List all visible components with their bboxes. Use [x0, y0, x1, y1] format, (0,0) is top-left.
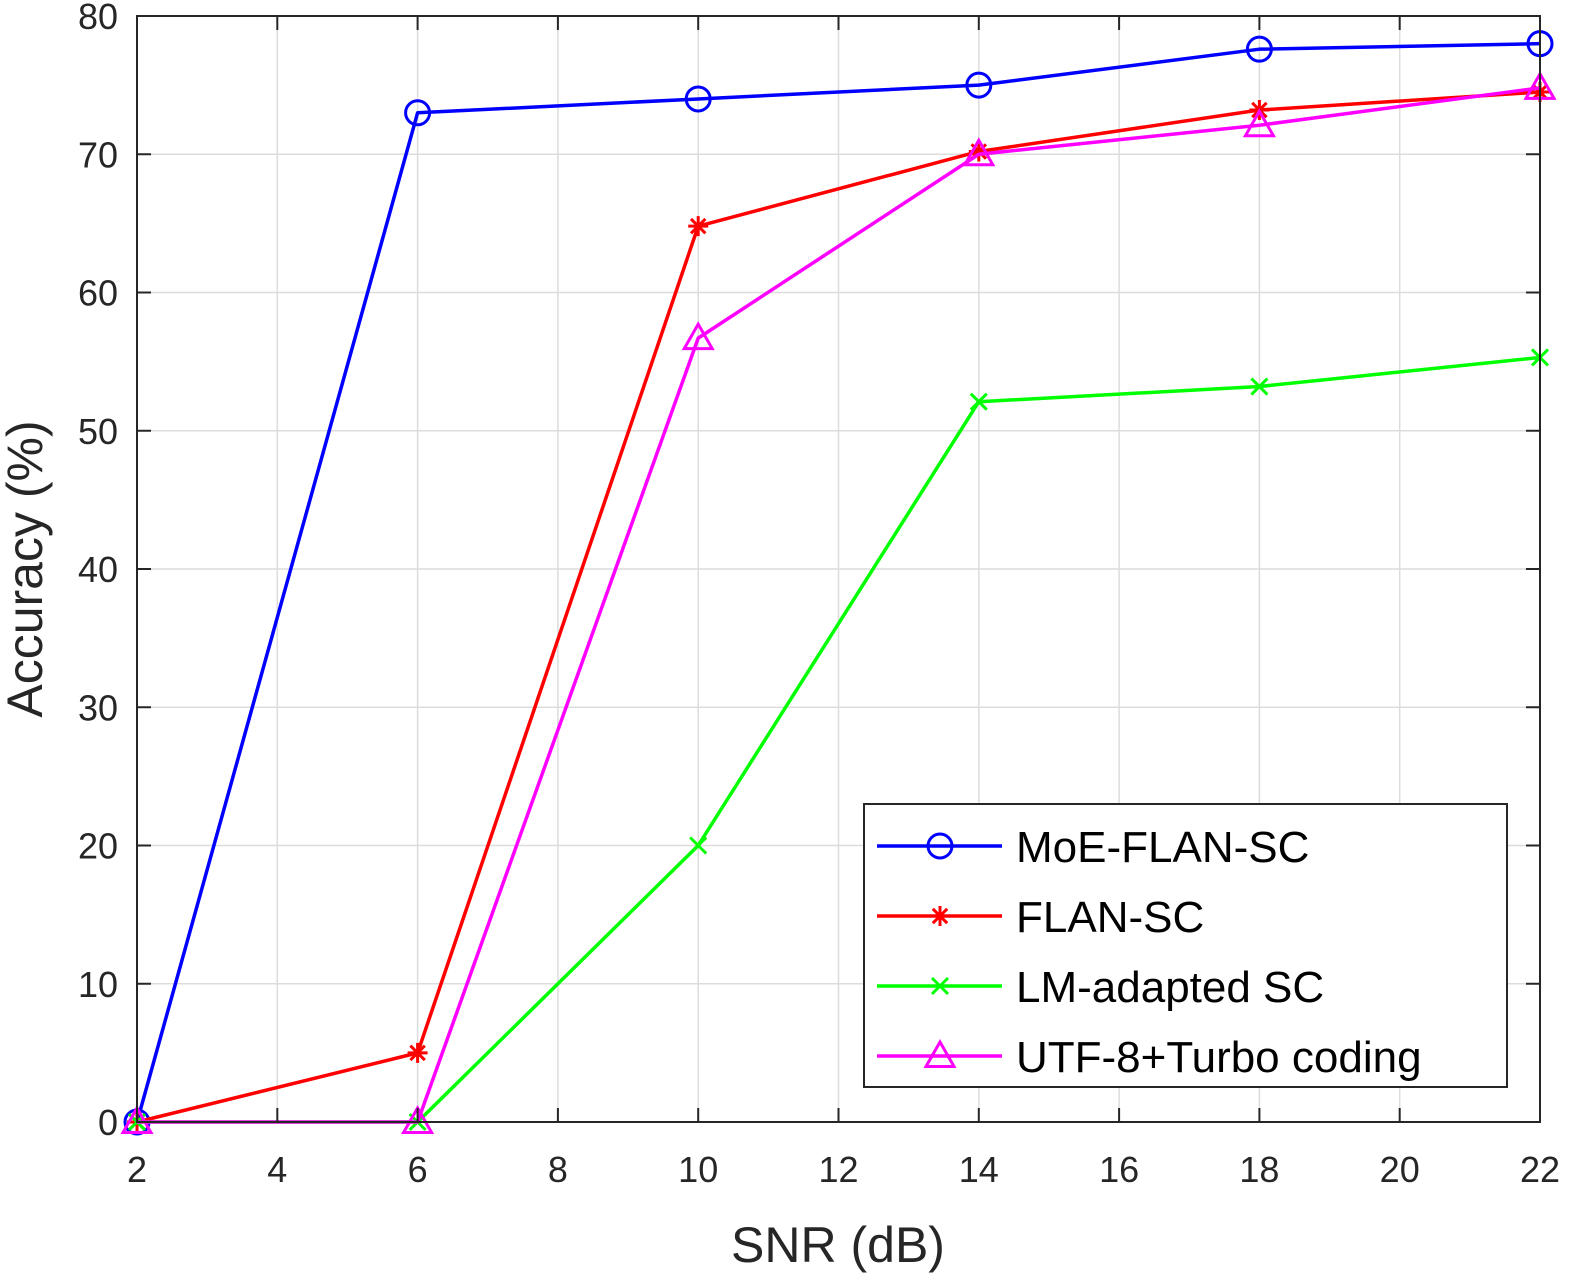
data-point [688, 216, 709, 237]
x-tick-label: 18 [1239, 1149, 1279, 1190]
data-point [1245, 35, 1273, 63]
y-tick-label: 0 [98, 1102, 118, 1143]
legend-entry: UTF-8+Turbo coding [877, 1033, 1422, 1082]
legend-label: UTF-8+Turbo coding [1016, 1033, 1422, 1082]
x-tick-label: 4 [267, 1149, 287, 1190]
data-point [689, 836, 708, 855]
data-point [407, 1042, 428, 1063]
data-point [1250, 377, 1269, 396]
data-point [684, 85, 712, 113]
legend-label: FLAN-SC [1016, 893, 1204, 942]
data-point [968, 141, 989, 162]
legend-marker [930, 906, 950, 926]
legend-marker [930, 976, 950, 996]
y-tick-label: 60 [78, 273, 118, 314]
legend-label: LM-adapted SC [1016, 963, 1324, 1012]
legend-box [863, 803, 1508, 1088]
x-tick-label: 22 [1520, 1149, 1560, 1190]
series-line [136, 90, 1541, 1124]
x-tick-label: 10 [678, 1149, 718, 1190]
y-tick-label: 70 [78, 134, 118, 175]
x-axis-title: SNR (dB) [731, 1217, 945, 1273]
x-tick-label: 2 [127, 1149, 147, 1190]
x-tick-label: 8 [548, 1149, 568, 1190]
data-point [1242, 108, 1276, 138]
x-tick-labels: 2 4 6 8 10 12 14 16 18 20 22 [127, 1149, 1560, 1190]
legend-marker [923, 1038, 957, 1068]
y-axis-title: Accuracy (%) [0, 420, 53, 717]
y-tick-label: 50 [78, 411, 118, 452]
legend-marker [926, 832, 954, 860]
legend-entry: FLAN-SC [877, 893, 1204, 942]
ticks [136, 15, 1541, 1123]
y-tick-label: 20 [78, 826, 118, 867]
data-point [404, 99, 432, 127]
legend-entry: MoE-FLAN-SC [877, 823, 1309, 872]
data-point [120, 1104, 154, 1134]
series-line [135, 41, 1541, 1123]
x-tick-label: 6 [408, 1149, 428, 1190]
x-tick-label: 12 [818, 1149, 858, 1190]
data-point [969, 392, 988, 411]
y-tick-label: 30 [78, 687, 118, 728]
data-point [401, 1104, 435, 1134]
data-point [681, 321, 715, 351]
y-tick-labels: 0 10 20 30 40 50 60 70 80 [78, 0, 118, 1143]
legend-entry: LM-adapted SC [877, 963, 1324, 1012]
data-point [965, 71, 993, 99]
x-tick-label: 20 [1380, 1149, 1420, 1190]
y-tick-label: 10 [78, 964, 118, 1005]
legend: MoE-FLAN-SC FLAN-SC LM-adapted SC UTF-8+Tur… [863, 803, 1508, 1088]
legend-label: MoE-FLAN-SC [1016, 823, 1309, 872]
data-point [962, 137, 996, 167]
y-tick-label: 40 [78, 549, 118, 590]
x-tick-label: 14 [959, 1149, 999, 1190]
x-tick-label: 16 [1099, 1149, 1139, 1190]
y-tick-label: 80 [78, 0, 118, 37]
